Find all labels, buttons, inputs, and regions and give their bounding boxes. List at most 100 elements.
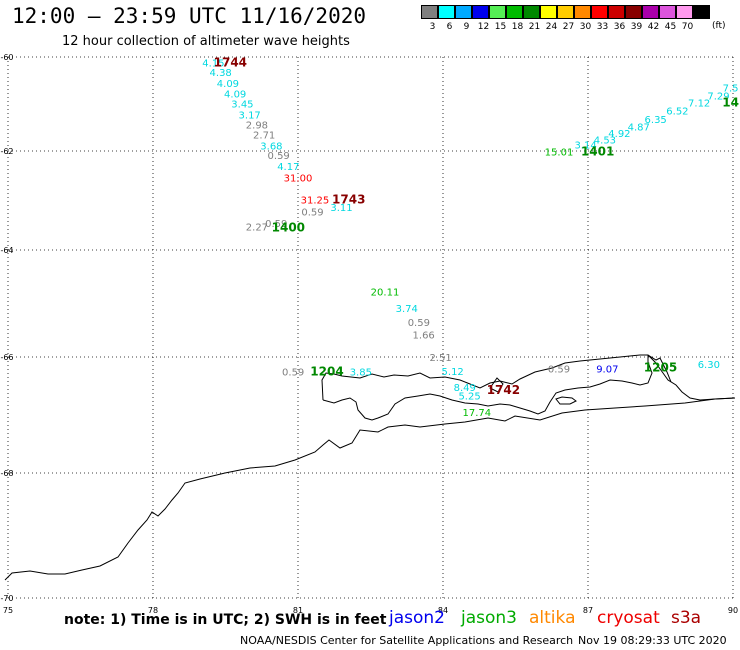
wave-height-value: 1.66 — [413, 331, 435, 342]
longitude-label: 81 — [293, 606, 303, 615]
scale-label: 27 — [562, 22, 575, 32]
wave-height-value: 3.14 — [574, 140, 596, 151]
island-outline — [555, 396, 577, 405]
scale-label: 15 — [494, 22, 507, 32]
satellite-pass-time: 1744 — [214, 56, 247, 70]
satellite-pass-time: 1743 — [332, 193, 365, 207]
wave-height-value: 4.87 — [628, 123, 650, 134]
wave-height-value: 2.98 — [246, 121, 268, 132]
wave-height-value: 3.17 — [239, 110, 261, 121]
scale-label: 39 — [630, 22, 643, 32]
scale-swatch — [676, 5, 693, 19]
scale-label: 30 — [579, 22, 592, 32]
wave-height-value: 17.74 — [463, 408, 492, 419]
longitude-label: 78 — [148, 606, 158, 615]
wave-height-value: 7.29 — [707, 92, 729, 103]
wave-height-observations: 4.154.384.094.093.453.172.982.713.680.59… — [202, 59, 738, 419]
longitude-label: 87 — [583, 606, 593, 615]
scale-swatch — [421, 5, 438, 19]
wave-height-value: 4.09 — [217, 79, 239, 90]
map-subtitle: 12 hour collection of altimeter wave hei… — [62, 34, 350, 49]
satellite-legend-altika: altika — [529, 608, 576, 628]
scale-swatch — [455, 5, 472, 19]
axis-labels: -60 -62 -64 -66 -68 -70 75 78 81 84 87 90 — [0, 53, 738, 615]
inlet-outline — [647, 354, 672, 383]
wave-height-value: 3.74 — [396, 304, 418, 315]
wave-height-value: 9.07 — [596, 365, 618, 376]
satellite-pass-time: 1205 — [644, 360, 677, 374]
map-title: 12:00 – 23:59 UTC 11/16/2020 — [12, 4, 367, 28]
scale-swatch — [659, 5, 676, 19]
wave-height-value: 4.17 — [277, 162, 299, 173]
scale-swatch — [642, 5, 659, 19]
wave-height-value: 4.38 — [210, 68, 232, 79]
satellite-legend-jason3: jason3 — [461, 608, 517, 628]
scale-label: 9 — [463, 22, 470, 32]
lat-lon-grid — [7, 56, 734, 599]
satellite-pass-labels: 1744 1743 1400 1401 1204 1742 1205 14 — [214, 56, 739, 397]
wave-height-value: 5.12 — [442, 367, 464, 378]
scale-swatch — [608, 5, 625, 19]
wave-height-value: 4.92 — [608, 129, 630, 140]
wave-height-value: 3.85 — [350, 368, 372, 379]
scale-swatch — [506, 5, 523, 19]
wave-height-value: 7.12 — [688, 99, 710, 110]
wave-height-value: 2.27 — [246, 223, 268, 234]
scale-swatch — [540, 5, 557, 19]
color-scale-unit: (ft) — [712, 21, 726, 31]
wave-height-value: 0.59 — [265, 219, 287, 230]
wave-height-value: 6.30 — [698, 360, 720, 371]
latitude-label: -68 — [0, 469, 13, 478]
scale-label: 45 — [664, 22, 677, 32]
scale-swatch — [472, 5, 489, 19]
scale-swatch — [489, 5, 506, 19]
units-note: note: 1) Time is in UTC; 2) SWH is in fe… — [64, 612, 387, 628]
scale-label: 70 — [681, 22, 694, 32]
generation-timestamp: Nov 19 08:29:33 UTC 2020 — [578, 634, 727, 647]
wave-height-value: 15.01 — [545, 147, 574, 158]
wave-height-value: 0.59 — [282, 368, 304, 379]
satellite-pass-time: 1401 — [581, 144, 614, 158]
wave-height-value: 6.35 — [645, 115, 667, 126]
satellite-pass-time: 1400 — [272, 221, 305, 235]
scale-label: 24 — [545, 22, 558, 32]
wave-height-value: 31.00 — [284, 174, 313, 185]
satellite-legend-s3a: s3a — [671, 608, 702, 628]
satellite-pass-time: 1742 — [487, 383, 520, 397]
credit-line: NOAA/NESDIS Center for Satellite Applica… — [240, 634, 574, 647]
scale-swatch — [438, 5, 455, 19]
ice-shelf-outline — [321, 354, 736, 421]
satellite-pass-time: 1204 — [310, 365, 343, 379]
scale-label: 18 — [511, 22, 524, 32]
wave-height-value: 2.71 — [253, 131, 275, 142]
wave-height-value: 31.25 — [301, 196, 330, 207]
scale-label: 12 — [477, 22, 490, 32]
wave-height-value: 6.52 — [666, 107, 688, 118]
latitude-label: -62 — [0, 147, 13, 156]
antarctic-coastline — [4, 397, 736, 581]
wave-height-value: 3.68 — [260, 141, 282, 152]
scale-swatch — [523, 5, 540, 19]
wave-height-value: 7.5 — [723, 84, 739, 95]
latitude-label: -60 — [0, 53, 13, 62]
small-island-outline — [489, 377, 504, 393]
scale-label: 42 — [647, 22, 660, 32]
scale-label: 3 — [429, 22, 436, 32]
wave-height-value: 3.11 — [330, 203, 352, 214]
wave-height-value: 20.11 — [371, 288, 400, 299]
wave-height-value: 4.09 — [224, 90, 246, 101]
wave-height-value: 2.51 — [429, 353, 451, 364]
wave-height-value: 0.59 — [268, 151, 290, 162]
scale-label: 33 — [596, 22, 609, 32]
longitude-label: 90 — [728, 606, 738, 615]
scale-swatch — [625, 5, 642, 19]
wave-height-value: 0.59 — [408, 318, 430, 329]
wave-height-value: 4.15 — [202, 59, 224, 70]
latitude-label: -64 — [0, 246, 13, 255]
scale-swatch — [693, 5, 710, 19]
latitude-label: -66 — [0, 353, 13, 362]
scale-label: 36 — [613, 22, 626, 32]
wave-height-value: 4.53 — [594, 136, 616, 147]
wave-height-value: 8.49 — [454, 383, 476, 394]
